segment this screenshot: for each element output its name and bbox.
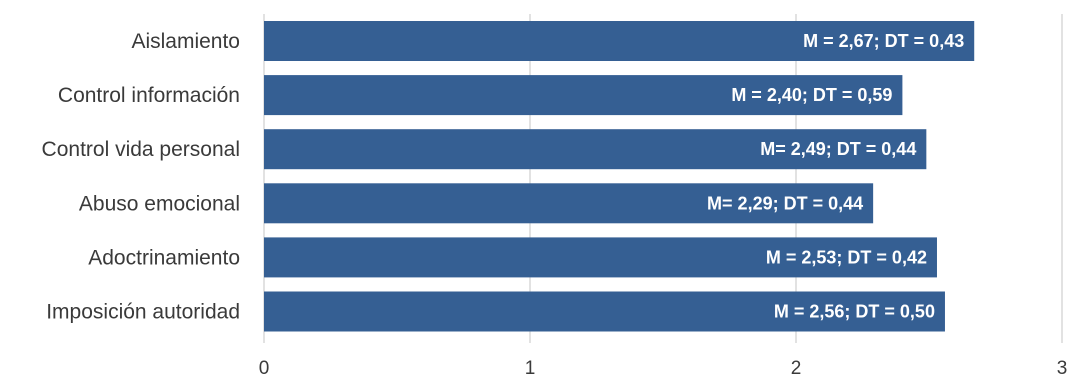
x-axis-tick-labels: 0 1 2 3 [259,358,1068,377]
bar [264,75,903,116]
x-tick-label: 0 [259,358,270,377]
bar [264,21,975,61]
bar [264,129,927,170]
bar [264,291,945,332]
bar-data-label: M = 2,53; DT = 0,42 [766,247,927,267]
x-tick-label: 2 [791,358,802,377]
gridlines [263,14,1063,343]
bar-data-label: M = 2,67; DT = 0,43 [803,31,964,51]
category-label: Aislamiento [131,30,240,53]
category-label: Imposición autoridad [46,301,240,324]
category-label: Control vida personal [42,138,240,161]
bar-data-label: M= 2,29; DT = 0,44 [707,193,863,213]
x-tick-label: 3 [1057,358,1068,377]
bar-data-label: M = 2,40; DT = 0,59 [731,85,892,105]
category-label: Abuso emocional [79,192,240,215]
bar-data-label: M = 2,56; DT = 0,50 [774,302,935,322]
category-label: Adoctrinamiento [88,246,240,269]
bars: M = 2,67; DT = 0,43 M = 2,40; DT = 0,59 M=… [264,21,975,332]
bar [264,237,937,278]
category-label: Control información [58,84,240,107]
x-tick-label: 1 [525,358,536,377]
category-labels: Aislamiento Control información Control vi… [42,30,240,324]
bar-data-label: M= 2,49; DT = 0,44 [760,139,916,159]
bar [264,183,874,224]
